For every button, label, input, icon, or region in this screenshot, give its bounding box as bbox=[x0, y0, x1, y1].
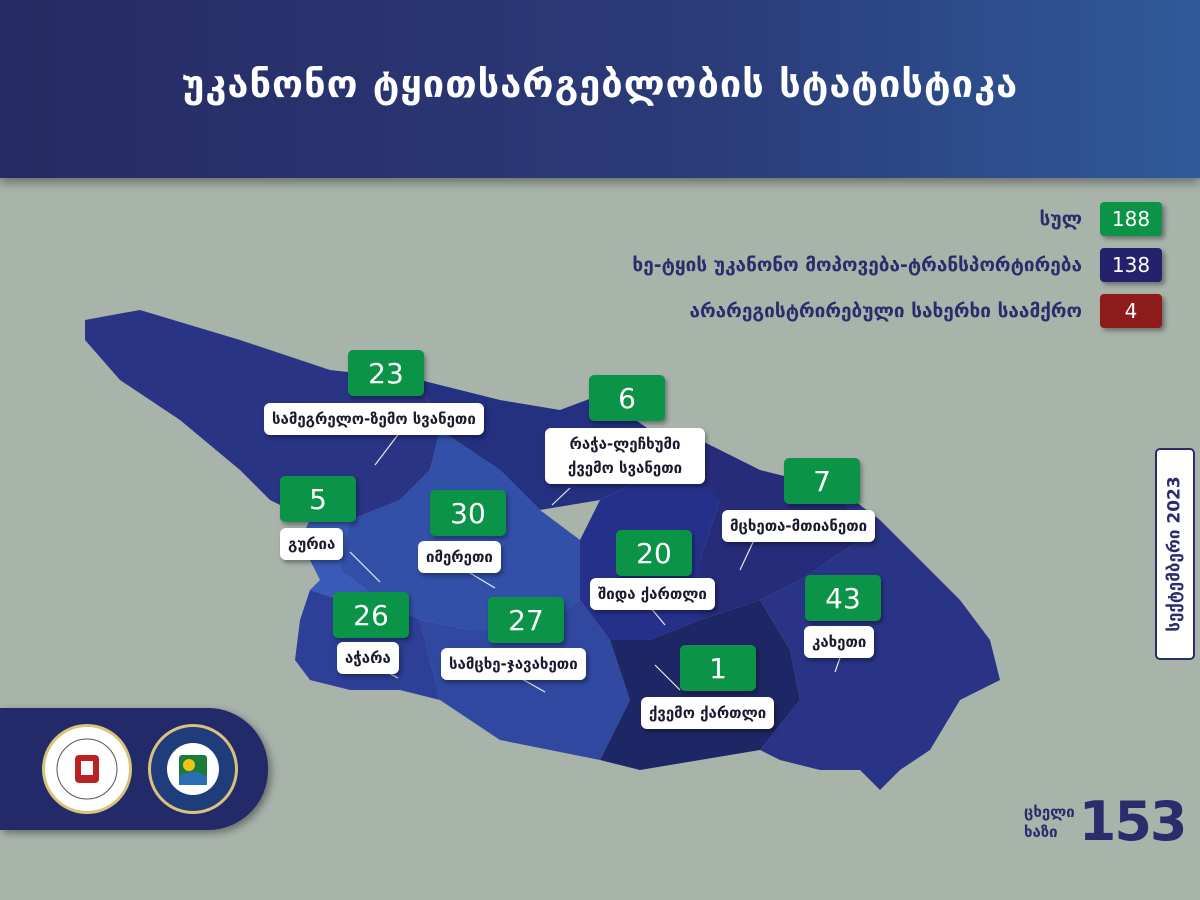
legend-label: არარეგისტრირებული სახერხი საამქრო bbox=[689, 300, 1083, 322]
legend-label: სულ bbox=[1039, 208, 1082, 230]
legend-total: სულ 188 bbox=[1040, 202, 1162, 236]
legend-label: ხე-ტყის უკანონო მოპოვება-ტრანსპორტირება bbox=[632, 254, 1082, 276]
legend-value: 188 bbox=[1100, 202, 1162, 236]
date-text: სექტემბერი 2023 bbox=[1165, 476, 1186, 632]
legend-value: 4 bbox=[1100, 294, 1162, 328]
date-tag: სექტემბერი 2023 bbox=[1155, 448, 1195, 660]
label-shida-kartli: შიდა ქართლი bbox=[590, 578, 715, 610]
legend-illegal-logging: ხე-ტყის უკანონო მოპოვება-ტრანსპორტირება … bbox=[632, 248, 1162, 282]
legend-value: 138 bbox=[1100, 248, 1162, 282]
label-samtskhe: სამცხე-ჯავახეთი bbox=[441, 648, 586, 680]
label-guria: გურია bbox=[280, 528, 344, 560]
label-racha: რაჭა-ლეჩხუმი ქვემო სვანეთი bbox=[545, 428, 705, 484]
ministry-emblem-icon bbox=[42, 724, 132, 814]
logos-panel bbox=[0, 708, 268, 830]
value-guria: 5 bbox=[280, 476, 356, 522]
value-imereti: 30 bbox=[430, 490, 506, 536]
header: უკანონო ტყითსარგებლობის სტატისტიკა bbox=[0, 0, 1200, 178]
label-samegrelo: სამეგრელო-ზემო სვანეთი bbox=[264, 403, 484, 435]
region-shape-kakheti bbox=[760, 490, 1000, 790]
label-kvemo-kartli: ქვემო ქართლი bbox=[641, 697, 775, 729]
label-adjara: აჭარა bbox=[337, 642, 399, 674]
hotline-label-2: ხაზი bbox=[1024, 822, 1058, 841]
value-samegrelo: 23 bbox=[348, 350, 424, 396]
hotline-label-1: ცხელი bbox=[1024, 802, 1075, 821]
value-adjara: 26 bbox=[333, 592, 409, 638]
label-kakheti: კახეთი bbox=[804, 626, 875, 658]
hotline-number: 153 bbox=[1078, 790, 1188, 853]
value-mtskheta: 7 bbox=[784, 458, 860, 504]
page-title: უკანონო ტყითსარგებლობის სტატისტიკა bbox=[181, 62, 1019, 106]
forestry-agency-emblem-icon bbox=[148, 724, 238, 814]
label-imereti: იმერეთი bbox=[418, 541, 501, 573]
region-shape-samegrelo bbox=[85, 310, 440, 520]
value-shida-kartli: 20 bbox=[616, 530, 692, 576]
legend-unregistered-sawmill: არარეგისტრირებული სახერხი საამქრო 4 bbox=[689, 294, 1162, 328]
value-samtskhe: 27 bbox=[488, 597, 564, 643]
value-kvemo-kartli: 1 bbox=[680, 645, 756, 691]
hotline: ცხელი ხაზი 153 bbox=[1024, 790, 1188, 853]
value-racha: 6 bbox=[589, 375, 665, 421]
value-kakheti: 43 bbox=[805, 575, 881, 621]
label-mtskheta: მცხეთა-მთიანეთი bbox=[722, 510, 876, 542]
